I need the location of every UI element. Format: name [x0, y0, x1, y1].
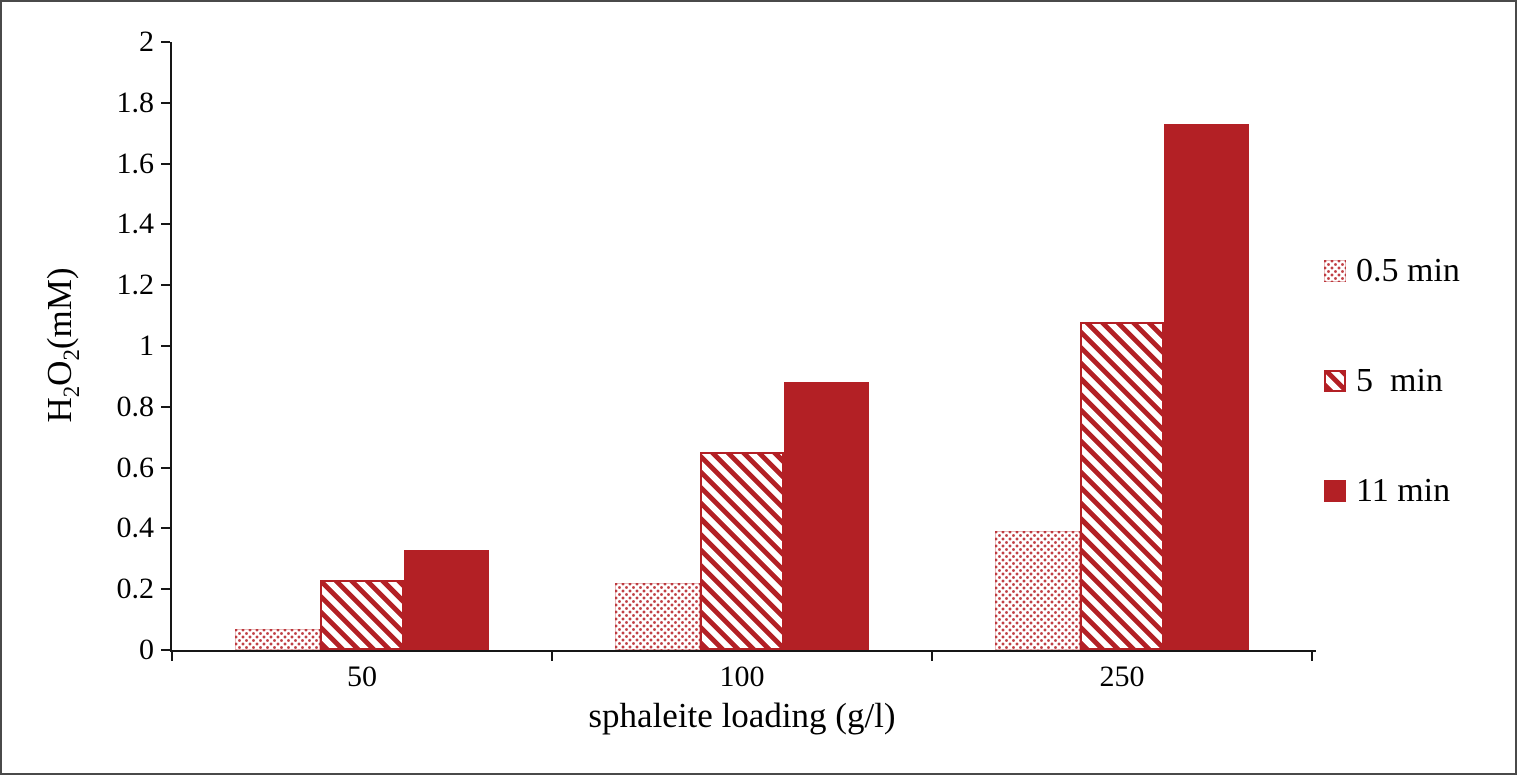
- x-axis-title: sphaleite loading (g/l): [588, 696, 896, 735]
- y-axis-tick-label: 1.6: [116, 146, 155, 180]
- y-axis-tick-label: 1.4: [116, 207, 155, 241]
- legend-swatch-solid: [1324, 480, 1346, 502]
- x-axis-category-label: 100: [719, 660, 765, 693]
- y-axis-tick-label: 0.8: [116, 389, 155, 423]
- y-axis-tick: [161, 527, 170, 530]
- x-axis-tick: [931, 652, 933, 661]
- legend-swatch-hatch: [1324, 370, 1346, 392]
- y-axis-tick-label: 0: [139, 633, 154, 666]
- y-axis-tick: [161, 223, 170, 226]
- y-axis-tick: [161, 345, 170, 347]
- bar-0.5-min-250: [995, 531, 1080, 650]
- y-axis-tick: [161, 101, 170, 104]
- y-axis-tick: [161, 405, 170, 408]
- bar-0.5-min-50: [235, 628, 320, 650]
- y-axis-tick-label: 0.6: [116, 450, 155, 484]
- y-axis-tick-label: 1: [139, 329, 154, 362]
- bar-11-min-100: [784, 382, 869, 650]
- x-axis-line: [170, 650, 1316, 652]
- legend-label: 11 min: [1356, 472, 1451, 509]
- x-axis-tick: [171, 652, 173, 661]
- x-axis-tick: [1311, 652, 1313, 661]
- y-axis-tick-label: 2: [139, 25, 154, 58]
- legend-label: 0.5 min: [1356, 252, 1460, 289]
- legend-item: 0.5 min: [1324, 252, 1460, 290]
- bar-5-min-250: [1079, 321, 1165, 650]
- y-axis-tick: [161, 466, 170, 469]
- y-axis-tick-label: 1.8: [116, 85, 155, 119]
- x-axis-category-label: 250: [1099, 660, 1145, 693]
- bar-11-min-50: [404, 549, 489, 650]
- y-axis-tick: [161, 162, 170, 165]
- y-axis-tick: [161, 41, 170, 43]
- x-axis-category-label: 50: [347, 660, 377, 693]
- legend-label: 5 min: [1356, 362, 1443, 399]
- x-axis-tick: [551, 652, 553, 661]
- bar-0.5-min-100: [615, 583, 700, 650]
- legend: 0.5 min 5 min 11 min: [1324, 252, 1460, 510]
- y-axis-tick: [161, 588, 170, 591]
- legend-item: 5 min: [1324, 362, 1460, 400]
- y-axis-tick-label: 0.2: [116, 572, 155, 606]
- legend-item: 11 min: [1324, 472, 1460, 510]
- y-axis-tick-label: 1.2: [116, 268, 155, 302]
- legend-swatch-dots: [1324, 260, 1346, 282]
- y-axis-tick: [161, 649, 170, 651]
- y-axis-tick: [161, 284, 170, 287]
- bar-11-min-250: [1164, 124, 1249, 650]
- y-axis-tick-label: 0.4: [116, 511, 155, 545]
- bar-5-min-50: [319, 580, 405, 650]
- plot-area: [172, 42, 1312, 650]
- y-axis-line: [170, 42, 172, 652]
- bar-5-min-100: [699, 452, 785, 650]
